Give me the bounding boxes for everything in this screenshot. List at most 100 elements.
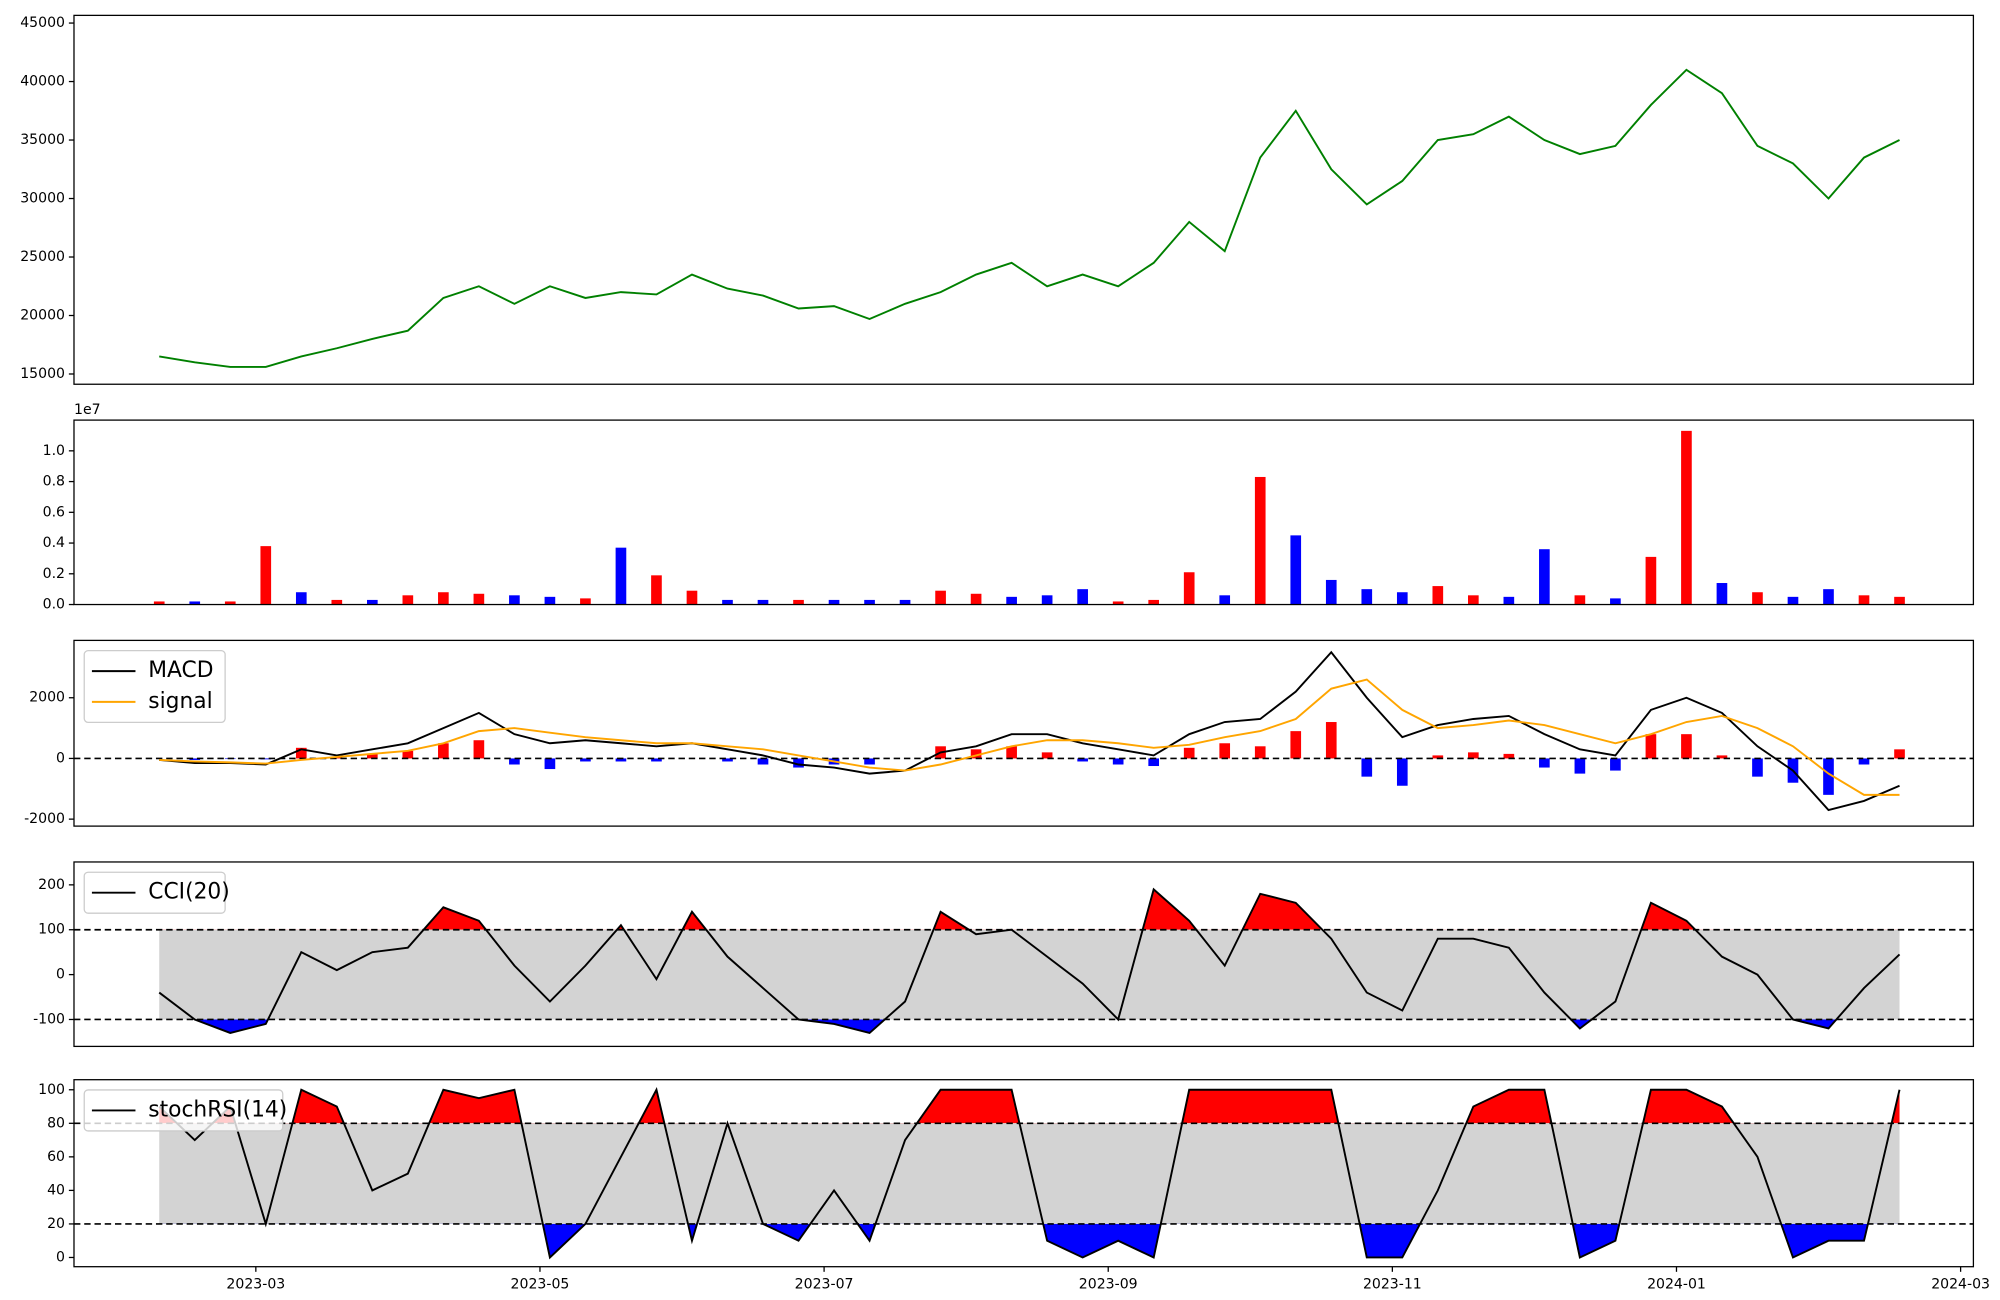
histogram-bar [1361,758,1373,777]
bar [686,590,698,605]
histogram-bar [509,758,520,765]
histogram-bar [1539,758,1550,768]
panel-frame [73,419,1975,606]
bar [1894,596,1905,605]
data-line [159,650,1900,812]
histogram-bar [544,758,556,770]
histogram-bar [1006,746,1017,759]
bar [544,596,556,605]
histogram-bar [1645,734,1657,759]
y-tick-label: 30000 [20,191,65,207]
bar [402,595,414,605]
bar [970,593,982,605]
y-tick-label: 35000 [20,132,65,148]
panel-frame [73,1079,1975,1268]
y-tick-label: 20000 [20,308,65,324]
y-tick-label: 45000 [20,15,65,31]
bar [1432,586,1444,605]
histogram-bar [1574,758,1586,774]
legend-box [83,871,226,914]
histogram-bar [402,750,414,759]
histogram-bar [1148,758,1160,767]
histogram-bar [260,758,272,760]
y-tick-label: 200 [38,877,65,893]
bar [935,590,946,605]
y-tick-label: 100 [38,1082,65,1098]
histogram-bar [1219,743,1231,759]
overbought-fill [159,1089,1900,1124]
histogram-bar [1254,746,1266,759]
bar [615,547,627,605]
bar [651,575,662,605]
x-tick-label: 2023-11 [1363,1277,1422,1293]
histogram-bar [189,758,201,760]
panel-frame [73,639,1975,827]
bar [1610,598,1621,605]
y-tick-label: 0 [56,1249,65,1265]
y-tick-label: 15000 [20,366,65,382]
histogram-bar [1396,758,1408,786]
histogram-bar [1858,758,1870,765]
bar [1823,589,1834,605]
y-tick-label: -2000 [24,811,65,827]
histogram-bar [295,747,307,759]
histogram-bar [438,743,449,759]
y-tick-label: 40000 [20,74,65,90]
histogram-bar [1716,755,1728,759]
x-tick-label: 2024-01 [1647,1277,1706,1293]
bar [1574,595,1586,605]
bar [260,546,272,605]
bar [153,601,165,605]
histogram-bar [793,758,804,768]
histogram-bar [1183,747,1195,759]
x-tick-label: 2023-05 [511,1277,570,1293]
offset-label: 1e7 [74,402,101,418]
y-tick-label: 2000 [29,690,65,706]
y-tick-label: 0.0 [43,597,65,613]
bar [295,592,307,605]
bar [899,599,911,605]
bar [1787,596,1799,605]
bar [1183,572,1195,605]
bar [473,593,485,605]
data-line [158,1087,1901,1260]
panel-frame [73,14,1975,385]
bar [1148,599,1160,605]
legend-label: CCI(20) [148,880,230,905]
neutral-band [159,929,1900,1020]
histogram-bar [1077,758,1088,762]
bar [722,599,733,605]
legend-label: MACD [148,658,213,683]
data-line [159,68,1900,368]
y-tick-label: 60 [47,1149,65,1165]
histogram-bar [1041,752,1053,759]
histogram-bar [722,758,733,762]
bar [1219,595,1231,605]
x-tick-label: 2024-03 [1931,1277,1990,1293]
data-line [159,678,1900,796]
histogram-bar [1681,734,1692,759]
bar [1041,595,1053,605]
y-tick-label: 0.6 [43,504,65,520]
bar [1254,476,1266,605]
y-tick-label: 80 [47,1115,65,1131]
bar [757,599,769,605]
y-tick-label: 0 [56,967,65,983]
bar [1361,589,1373,605]
legend-box [83,1089,284,1132]
histogram-bar [366,753,378,759]
bar [1325,579,1337,605]
panel-frame [73,861,1975,1048]
bar [580,598,591,605]
legend-box [83,650,226,724]
bar [1503,596,1515,605]
bar [1396,592,1408,605]
histogram-bar [1325,722,1337,759]
y-tick-label: 40 [47,1182,65,1198]
bar [1539,549,1550,605]
neutral-band [159,1123,1900,1224]
y-tick-label: 100 [38,922,65,938]
histogram-bar [1468,752,1479,759]
histogram-bar [970,749,982,759]
legend-label: signal [148,689,212,714]
